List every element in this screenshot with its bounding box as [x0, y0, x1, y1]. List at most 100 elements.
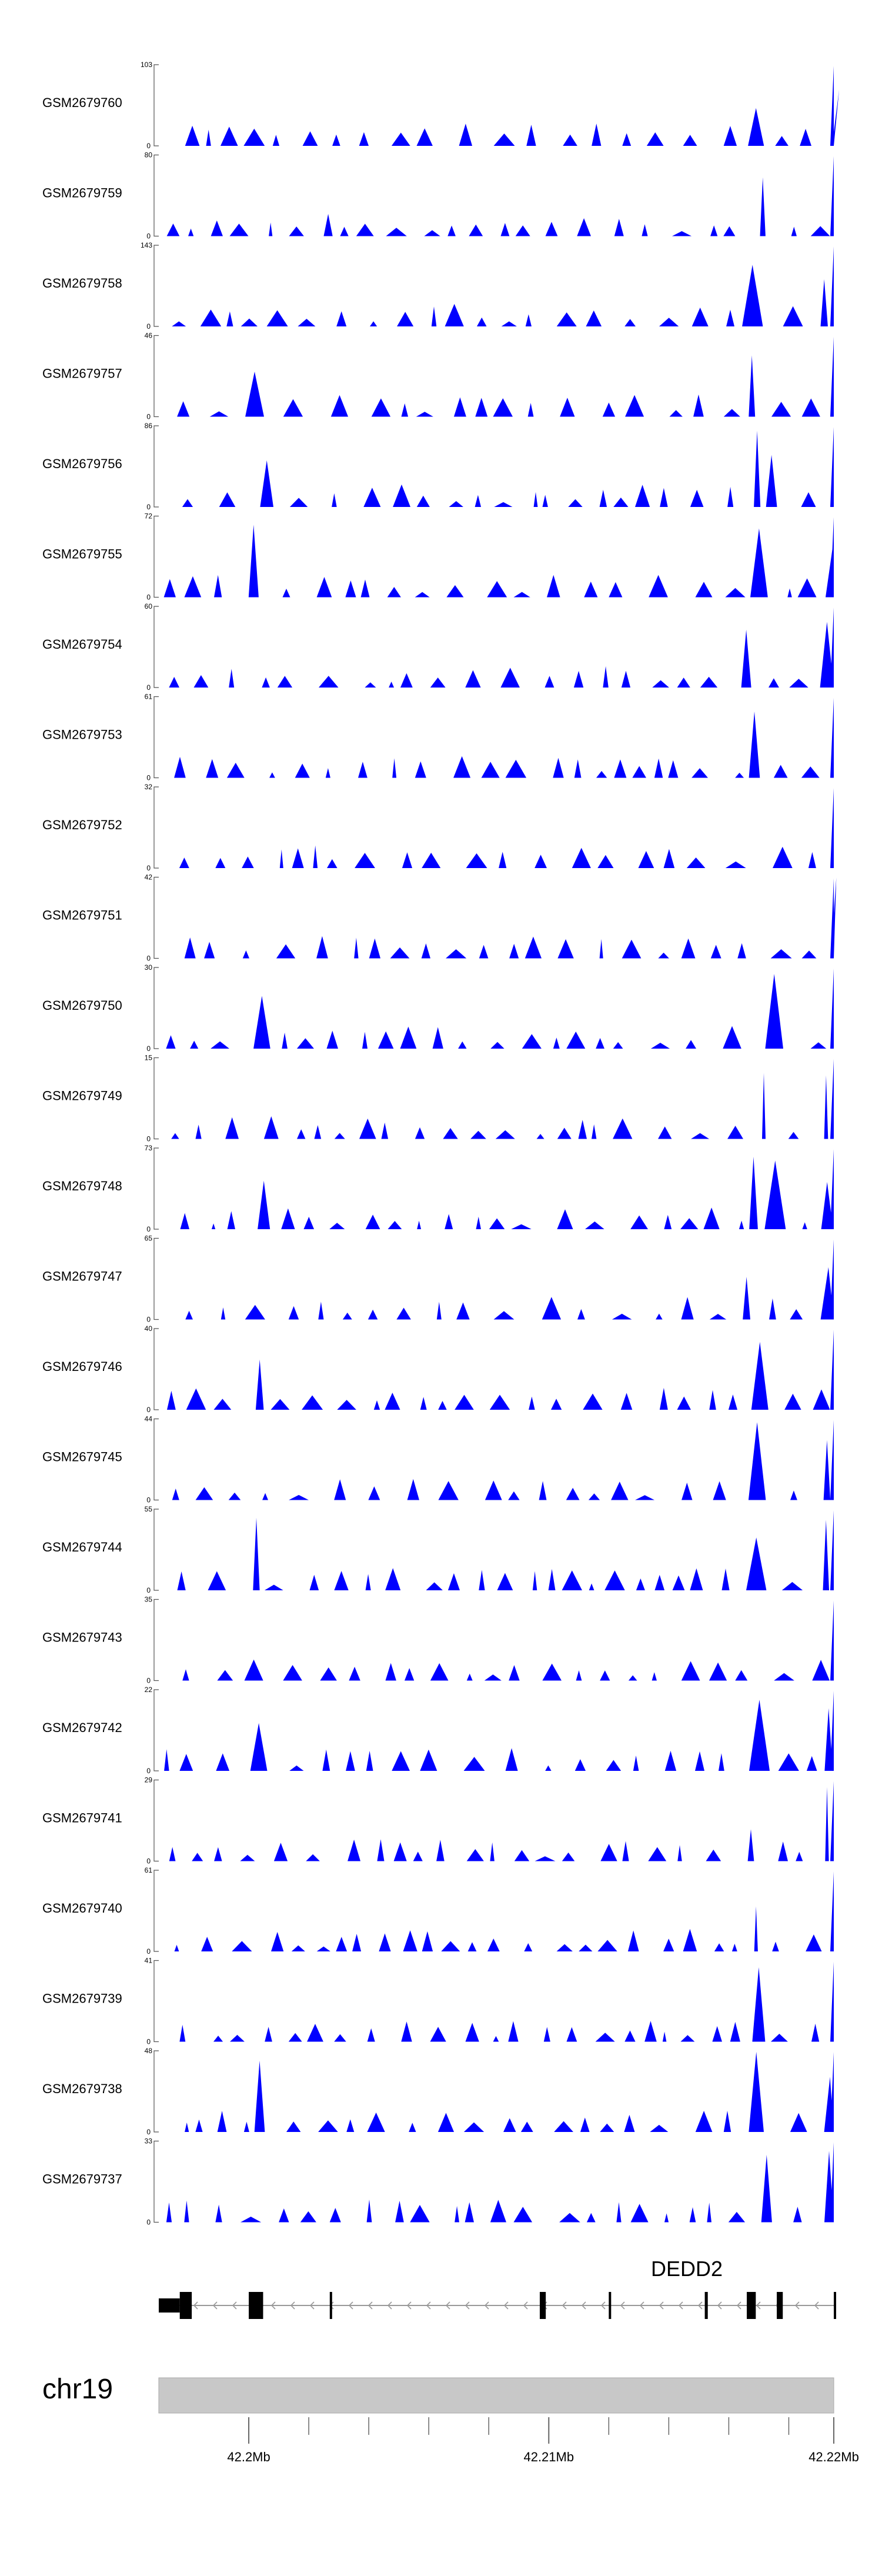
track-label: GSM2679738 [42, 2081, 122, 2096]
coverage-area [159, 517, 834, 598]
y-min-label: 0 [146, 1316, 151, 1324]
y-axis [153, 1418, 159, 1501]
strand-arrow [620, 2301, 625, 2310]
y-axis [153, 154, 159, 237]
coverage-track: GSM2679759 80 0 [42, 151, 834, 241]
y-min-label: 0 [146, 1767, 151, 1775]
coverage-area [159, 969, 834, 1049]
y-min-label: 0 [146, 1947, 151, 1956]
coverage-track: GSM2679741 29 0 [42, 1776, 834, 1866]
track-label: GSM2679755 [42, 547, 122, 562]
strand-arrow [445, 2301, 450, 2310]
coverage-area [159, 246, 834, 326]
y-axis [153, 967, 159, 1049]
y-axis [153, 425, 159, 508]
y-max-label: 33 [145, 2137, 153, 2145]
exon [609, 2292, 612, 2319]
y-axis [153, 2050, 159, 2133]
strand-arrow [232, 2301, 237, 2310]
track-label: GSM2679746 [42, 1359, 122, 1374]
y-min-label: 0 [146, 1857, 151, 1866]
strand-arrow [465, 2301, 470, 2310]
coverage-track: GSM2679756 86 0 [42, 422, 834, 511]
y-min-label: 0 [146, 1045, 151, 1053]
track-label: GSM2679757 [42, 366, 122, 381]
y-max-label: 143 [141, 241, 152, 249]
coverage-track: GSM2679739 41 0 [42, 1957, 834, 2046]
y-axis [153, 515, 159, 598]
y-min-label: 0 [146, 955, 151, 963]
coverage-area [159, 1510, 834, 1590]
y-min-label: 0 [146, 2038, 151, 2046]
strand-arrow [678, 2301, 683, 2310]
coverage-area [159, 1149, 834, 1229]
exon [539, 2292, 546, 2319]
coverage-track: GSM2679742 22 0 [42, 1686, 834, 1775]
track-label: GSM2679745 [42, 1450, 122, 1464]
strand-arrow [717, 2301, 722, 2310]
strand-arrow [523, 2301, 528, 2310]
exon [179, 2292, 192, 2319]
y-min-label: 0 [146, 322, 151, 331]
track-label: GSM2679739 [42, 1991, 122, 2006]
y-max-label: 60 [145, 602, 153, 610]
exon [777, 2292, 783, 2319]
coverage-track: GSM2679738 48 0 [42, 2047, 834, 2136]
strand-arrow [406, 2301, 412, 2310]
y-max-label: 73 [145, 1144, 153, 1152]
strand-arrow [348, 2301, 353, 2310]
track-label: GSM2679742 [42, 1720, 122, 1735]
y-axis [153, 64, 159, 146]
y-min-label: 0 [146, 1225, 151, 1233]
strand-arrow [212, 2301, 218, 2310]
strand-arrow [290, 2301, 295, 2310]
y-max-label: 44 [145, 1415, 153, 1423]
y-max-label: 41 [145, 1957, 153, 1965]
y-min-label: 0 [146, 503, 151, 511]
y-max-label: 61 [145, 693, 153, 701]
coverage-area [159, 1961, 834, 2042]
track-label: GSM2679749 [42, 1089, 122, 1103]
y-min-label: 0 [146, 1677, 151, 1685]
track-label: GSM2679744 [42, 1540, 122, 1554]
y-axis [153, 1779, 159, 1862]
coverage-track: GSM2679750 30 0 [42, 963, 834, 1053]
y-axis [153, 1509, 159, 1591]
gene-name: DEDD2 [651, 2257, 723, 2281]
coverage-track: GSM2679758 143 0 [42, 241, 834, 331]
y-axis [153, 876, 159, 959]
exon [159, 2298, 180, 2313]
coverage-area [159, 336, 834, 417]
coverage-track: GSM2679751 42 0 [42, 873, 837, 963]
y-max-label: 86 [145, 422, 153, 430]
coverage-track: GSM2679744 55 0 [42, 1505, 834, 1594]
y-min-label: 0 [146, 1406, 151, 1414]
coverage-track: GSM2679755 72 0 [42, 512, 834, 602]
chromosome-label: chr19 [42, 2374, 113, 2405]
y-min-label: 0 [146, 413, 151, 421]
coverage-area [159, 427, 834, 507]
y-axis [153, 335, 159, 418]
coverage-area [159, 156, 834, 236]
strand-arrow [484, 2301, 489, 2310]
coverage-track: GSM2679743 35 0 [42, 1596, 834, 1685]
coverage-area [159, 1239, 834, 1320]
strand-arrow [794, 2301, 800, 2310]
y-max-label: 30 [145, 963, 153, 972]
coverage-track: GSM2679747 65 0 [42, 1234, 834, 1324]
exon [249, 2292, 261, 2319]
y-axis [153, 1689, 159, 1771]
track-label: GSM2679737 [42, 2172, 122, 2187]
y-min-label: 0 [146, 593, 151, 602]
y-max-label: 42 [145, 873, 153, 882]
coverage-area [159, 1059, 834, 1139]
strand-arrow [562, 2301, 567, 2310]
y-min-label: 0 [146, 2128, 151, 2136]
coverage-area [159, 2051, 834, 2132]
y-min-label: 0 [146, 142, 151, 150]
coverage-area [159, 1420, 834, 1500]
track-label: GSM2679750 [42, 998, 122, 1013]
track-label: GSM2679752 [42, 817, 122, 832]
y-max-label: 72 [145, 512, 153, 520]
